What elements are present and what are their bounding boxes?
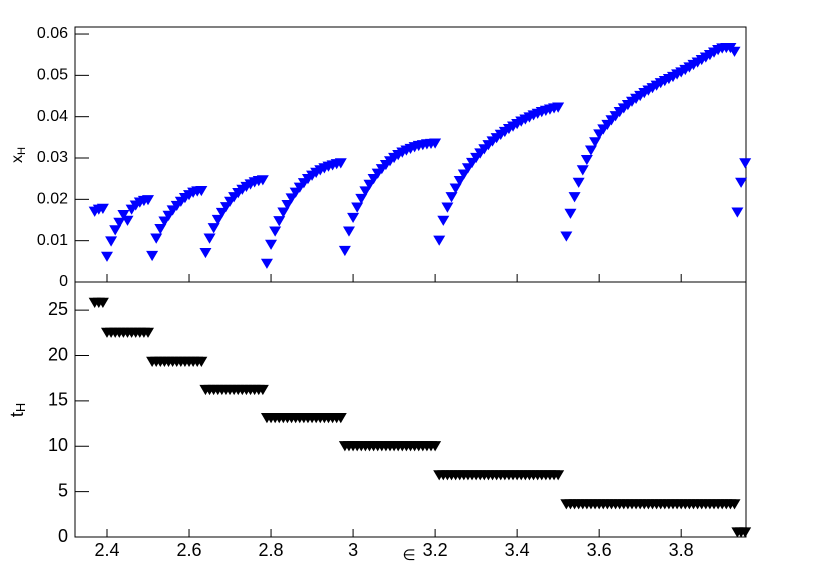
marker (433, 235, 446, 246)
marker (277, 207, 290, 218)
marker (281, 200, 294, 211)
marker (580, 154, 593, 166)
y-tick-label: 15 (48, 390, 68, 410)
marker (211, 214, 224, 226)
marker (568, 192, 581, 203)
marker (589, 137, 602, 148)
marker (560, 231, 573, 242)
marker (441, 202, 454, 213)
marker (113, 217, 126, 228)
y-tick-label: 0.01 (37, 232, 68, 249)
axis-title-sub: H (14, 403, 28, 412)
x-tick-label: 2.8 (259, 540, 284, 560)
marker (728, 46, 741, 57)
axis-title: tH (7, 403, 29, 417)
y-tick-label: 0 (59, 273, 68, 290)
marker (195, 185, 208, 197)
marker (117, 209, 130, 221)
x-tick-label: 3.6 (587, 540, 612, 560)
marker (96, 203, 109, 214)
marker (260, 258, 273, 269)
marker (429, 441, 442, 452)
y-tick-label: 0.02 (37, 191, 68, 208)
marker (739, 527, 752, 538)
y-tick-label: 5 (58, 480, 68, 500)
x-tick-label: 2.6 (177, 540, 202, 560)
marker (154, 223, 167, 235)
marker (195, 356, 208, 367)
marker (146, 250, 159, 262)
axis-title-main: x (9, 155, 26, 163)
marker (363, 179, 376, 190)
marker (355, 193, 368, 205)
x-tick-label: 3.8 (669, 540, 694, 560)
marker (207, 223, 220, 234)
marker (731, 207, 744, 218)
marker (564, 208, 577, 219)
y-tick-label: 0.06 (37, 25, 68, 42)
marker (584, 145, 597, 156)
marker (334, 158, 347, 169)
marker (142, 327, 155, 338)
marker (351, 202, 364, 213)
marker (552, 470, 565, 481)
axis-title-sub: H (16, 147, 28, 155)
x-axis-title: ∈ (402, 547, 415, 564)
marker (347, 212, 360, 224)
axis-title: xH (9, 147, 28, 163)
marker (121, 215, 134, 226)
x-tick-label: 3 (348, 540, 358, 560)
marker (735, 177, 748, 188)
marker (256, 384, 269, 396)
plot-frame (74, 281, 747, 538)
axis-title-main: t (7, 412, 27, 417)
marker (359, 186, 372, 197)
marker (215, 207, 228, 219)
marker (96, 297, 109, 308)
marker (572, 177, 585, 188)
marker (429, 138, 442, 149)
marker (199, 247, 212, 259)
y-tick-label: 0 (58, 526, 68, 546)
y-tick-label: 0.05 (37, 67, 68, 84)
y-tick-label: 25 (48, 299, 68, 319)
marker (739, 158, 752, 169)
x-tick-label: 3.4 (505, 540, 530, 560)
marker (273, 216, 286, 227)
marker (158, 216, 171, 227)
marker (285, 193, 298, 204)
marker (437, 215, 450, 226)
marker (265, 239, 278, 250)
y-tick-label: 0.04 (37, 108, 68, 125)
marker (334, 413, 347, 424)
marker (256, 175, 269, 186)
marker (457, 169, 470, 180)
plot-frame (74, 26, 747, 283)
marker (100, 251, 113, 262)
marker (552, 102, 565, 113)
marker (728, 499, 741, 510)
y-tick-label: 20 (48, 344, 68, 364)
x-tick-label: 2.4 (94, 540, 119, 560)
marker (449, 183, 462, 194)
marker (142, 195, 155, 206)
marker (342, 226, 355, 237)
x-tick-label: 3.2 (423, 540, 448, 560)
marker (453, 176, 466, 187)
marker (105, 236, 118, 247)
y-tick-label: 10 (48, 435, 68, 455)
marker (150, 233, 163, 244)
marker (203, 233, 216, 244)
marker (269, 226, 282, 237)
marker (576, 165, 589, 176)
marker (445, 192, 458, 203)
marker (109, 225, 122, 236)
y-tick-label: 0.03 (37, 149, 68, 166)
marker (338, 245, 351, 257)
